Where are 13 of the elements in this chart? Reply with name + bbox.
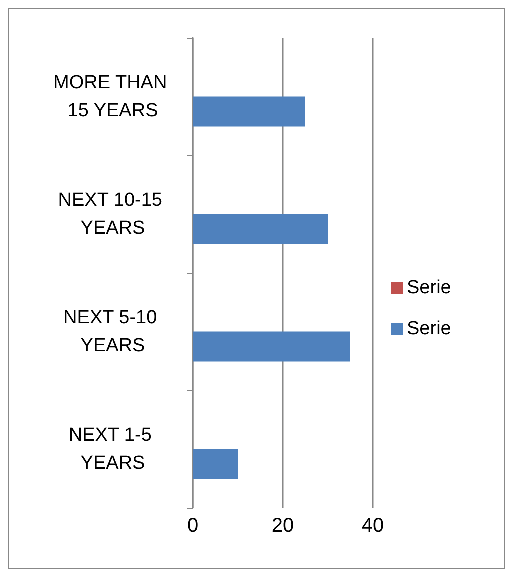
bar [193, 449, 238, 480]
x-tick-label: 20 [272, 515, 294, 537]
legend-label: Serie [407, 318, 452, 340]
x-tick-label: 40 [362, 515, 384, 537]
y-tick-label: NEXT 10-15 YEARS [58, 190, 168, 239]
y-tick-label: NEXT 5-10 YEARS [64, 307, 162, 356]
bar [193, 96, 306, 127]
y-tick-label: MORE THAN 15 YEARS [54, 72, 172, 122]
y-tick-label: NEXT 1-5 YEARS [68, 424, 158, 474]
bar [193, 332, 350, 362]
bar [193, 214, 328, 244]
legend-label: Serie [407, 278, 452, 298]
x-tick-label: 0 [187, 515, 199, 537]
